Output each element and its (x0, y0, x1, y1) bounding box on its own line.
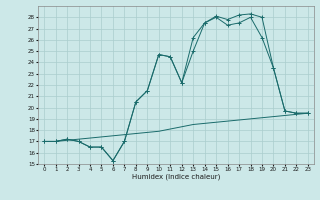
X-axis label: Humidex (Indice chaleur): Humidex (Indice chaleur) (132, 174, 220, 180)
